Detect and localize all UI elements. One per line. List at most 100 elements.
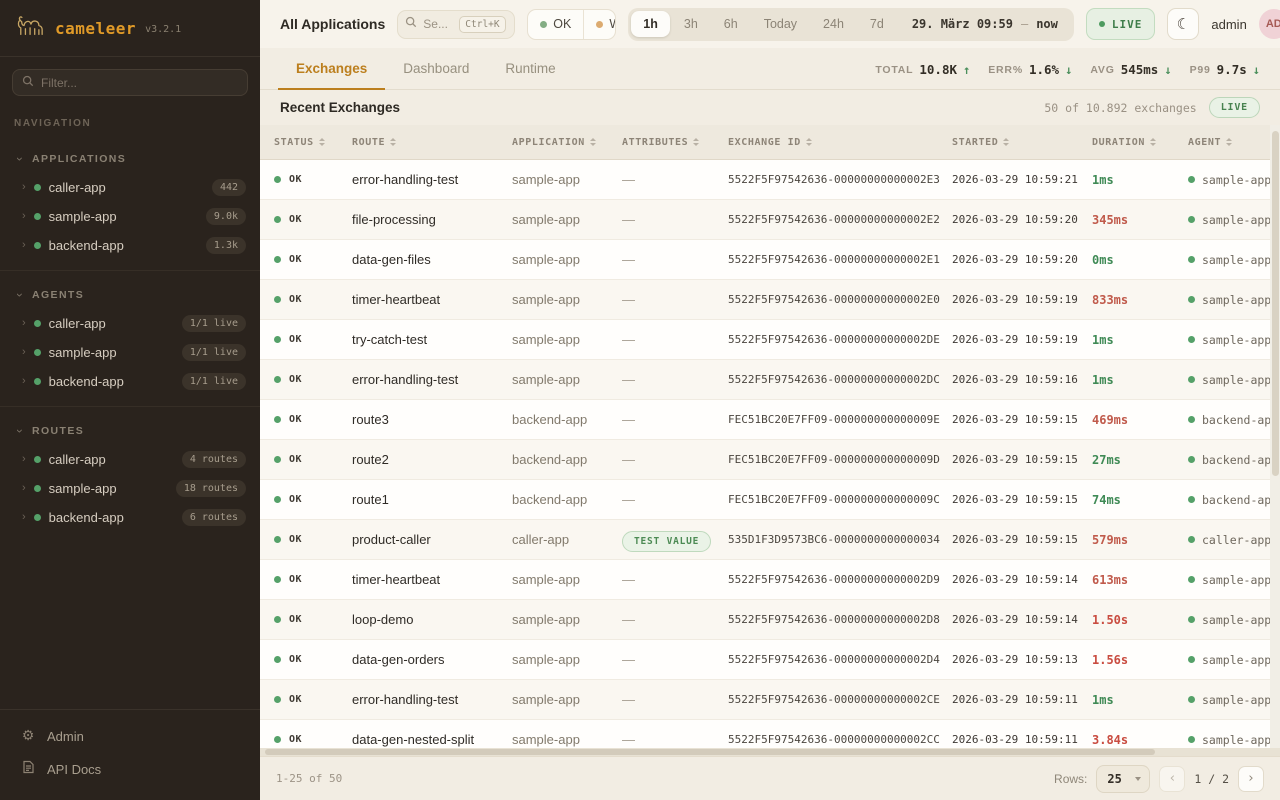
- date-range-picker[interactable]: 29. März 09:59 — now: [898, 17, 1070, 31]
- table-row[interactable]: OK try-catch-test sample-app — 5522F5F97…: [260, 320, 1280, 360]
- status-filter-button[interactable]: OK: [528, 9, 585, 39]
- sidebar-item-backend-app[interactable]: › backend-app 1/1 live: [0, 367, 260, 396]
- application-cell: sample-app: [512, 652, 580, 667]
- sidebar-item-caller-app[interactable]: › caller-app 442: [0, 173, 260, 202]
- column-header-attributes[interactable]: ATTRIBUTES: [622, 137, 728, 148]
- started-cell: 2026-03-29 10:59:21: [952, 173, 1078, 186]
- theme-toggle-button[interactable]: ☾: [1167, 8, 1200, 40]
- table-row[interactable]: OK error-handling-test sample-app — 5522…: [260, 160, 1280, 200]
- table-row[interactable]: OK error-handling-test sample-app — 5522…: [260, 360, 1280, 400]
- sort-icon: [805, 138, 812, 146]
- horizontal-scrollbar-thumb[interactable]: [265, 749, 1155, 755]
- route-cell: try-catch-test: [352, 332, 428, 347]
- sidebar-item-backend-app[interactable]: › backend-app 6 routes: [0, 503, 260, 532]
- agent-name: sample-app-1: [1202, 372, 1280, 387]
- table-body: OK error-handling-test sample-app — 5522…: [260, 160, 1280, 756]
- table-row[interactable]: OK route3 backend-app — FEC51BC20E7FF09-…: [260, 400, 1280, 440]
- nav-item-badge: 1.3k: [205, 237, 246, 254]
- global-search[interactable]: Ctrl+K: [397, 9, 516, 39]
- time-range-1h[interactable]: 1h: [631, 11, 670, 37]
- route-cell: route2: [352, 452, 389, 467]
- nav-item-label: caller-app: [48, 316, 106, 331]
- column-header-status[interactable]: STATUS: [274, 137, 352, 148]
- table-row[interactable]: OK data-gen-orders sample-app — 5522F5F9…: [260, 640, 1280, 680]
- prev-page-button[interactable]: ‹: [1159, 765, 1186, 792]
- chevron-down-icon: ›: [13, 293, 27, 297]
- duration-cell: 0ms: [1092, 252, 1114, 267]
- table-row[interactable]: OK file-processing sample-app — 5522F5F9…: [260, 200, 1280, 240]
- vertical-scrollbar-thumb[interactable]: [1271, 131, 1279, 476]
- live-toggle-button[interactable]: LIVE: [1085, 8, 1156, 40]
- started-cell: 2026-03-29 10:59:14: [952, 573, 1078, 586]
- trend-arrow-icon: ↑: [963, 62, 971, 77]
- started-cell: 2026-03-29 10:59:19: [952, 293, 1078, 306]
- sidebar-filter[interactable]: [12, 69, 248, 96]
- tab-exchanges[interactable]: Exchanges: [278, 61, 386, 90]
- sidebar-item-caller-app[interactable]: › caller-app 1/1 live: [0, 309, 260, 338]
- column-header-exchange-id[interactable]: EXCHANGE ID: [728, 137, 952, 148]
- sidebar-footer-label: API Docs: [47, 761, 102, 777]
- table-row[interactable]: OK data-gen-files sample-app — 5522F5F97…: [260, 240, 1280, 280]
- agent-cell: sample-app-1: [1188, 213, 1280, 227]
- nav-item-label: caller-app: [48, 180, 106, 195]
- time-range-group: 1h 3h 6h Today 24h 7d 29. März 09:59 — n…: [628, 7, 1074, 41]
- username-label: admin: [1211, 16, 1247, 32]
- date-separator: —: [1020, 17, 1029, 31]
- sidebar-item-api-docs[interactable]: API Docs: [0, 752, 260, 786]
- route-cell: loop-demo: [352, 612, 414, 627]
- sidebar-item-sample-app[interactable]: › sample-app 18 routes: [0, 474, 260, 503]
- exchange-id-cell: 5522F5F97542636-00000000000002D8: [728, 613, 940, 626]
- agent-name: backend-app-: [1202, 492, 1280, 507]
- avatar[interactable]: AD: [1258, 9, 1280, 39]
- time-range-7d[interactable]: 7d: [858, 11, 896, 37]
- time-range-24h[interactable]: 24h: [811, 11, 856, 37]
- filter-input[interactable]: [41, 75, 238, 90]
- agent-cell: sample-app-1: [1188, 653, 1280, 667]
- status-filter-button[interactable]: Wa: [584, 10, 615, 39]
- tab-dashboard[interactable]: Dashboard: [403, 61, 470, 76]
- time-range-3h[interactable]: 3h: [672, 11, 710, 37]
- exchanges-table: STATUS ROUTE APPLICATION ATTRIBUTES EXCH…: [260, 125, 1280, 756]
- status-text: OK: [289, 454, 303, 465]
- column-header-duration[interactable]: DURATION: [1092, 137, 1188, 148]
- sidebar-item-admin[interactable]: ⚙ Admin: [0, 720, 260, 752]
- table-row[interactable]: OK loop-demo sample-app — 5522F5F9754263…: [260, 600, 1280, 640]
- nav-section-header[interactable]: › AGENTS: [0, 285, 260, 309]
- ok-dot-icon: [274, 696, 281, 703]
- column-header-agent[interactable]: AGENT: [1188, 137, 1280, 148]
- topbar: All Applications Ctrl+K OK Wa 1h 3h 6h T…: [260, 0, 1280, 48]
- next-page-button[interactable]: ›: [1238, 765, 1264, 792]
- stat-label: AVG: [1090, 63, 1115, 76]
- exchange-id-cell: 5522F5F97542636-00000000000002D9: [728, 573, 940, 586]
- application-cell: sample-app: [512, 692, 580, 707]
- table-row[interactable]: OK product-caller caller-app TEST VALUE …: [260, 520, 1280, 560]
- status-dot-icon: [33, 514, 41, 521]
- sidebar-item-sample-app[interactable]: › sample-app 9.0k: [0, 202, 260, 231]
- tab-runtime[interactable]: Runtime: [505, 61, 556, 76]
- status-text: OK: [289, 734, 303, 745]
- nav-item-badge: 442: [211, 179, 246, 196]
- table-row[interactable]: OK error-handling-test sample-app — 5522…: [260, 680, 1280, 720]
- attributes-cell: —: [622, 452, 635, 467]
- table-row[interactable]: OK timer-heartbeat sample-app — 5522F5F9…: [260, 560, 1280, 600]
- column-header-application[interactable]: APPLICATION: [512, 137, 622, 148]
- column-header-started[interactable]: STARTED: [952, 137, 1092, 148]
- sidebar-item-backend-app[interactable]: › backend-app 1.3k: [0, 231, 260, 260]
- table-row[interactable]: OK route1 backend-app — FEC51BC20E7FF09-…: [260, 480, 1280, 520]
- sort-icon: [693, 138, 700, 146]
- time-range-today[interactable]: Today: [752, 11, 809, 37]
- sidebar-item-sample-app[interactable]: › sample-app 1/1 live: [0, 338, 260, 367]
- rows-per-page-select[interactable]: 25: [1096, 764, 1151, 793]
- column-header-route[interactable]: ROUTE: [352, 137, 512, 148]
- time-range-6h[interactable]: 6h: [712, 11, 750, 37]
- nav-section-header[interactable]: › APPLICATIONS: [0, 149, 260, 173]
- nav-section-header[interactable]: › ROUTES: [0, 421, 260, 445]
- search-input[interactable]: [423, 17, 454, 31]
- table-row[interactable]: OK timer-heartbeat sample-app — 5522F5F9…: [260, 280, 1280, 320]
- nav-item-label: backend-app: [48, 510, 124, 525]
- application-cell: backend-app: [512, 492, 588, 507]
- sidebar-item-caller-app[interactable]: › caller-app 4 routes: [0, 445, 260, 474]
- table-row[interactable]: OK route2 backend-app — FEC51BC20E7FF09-…: [260, 440, 1280, 480]
- agent-name: sample-app-1: [1202, 572, 1280, 587]
